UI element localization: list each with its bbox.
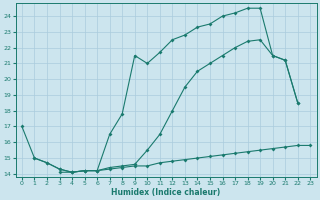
X-axis label: Humidex (Indice chaleur): Humidex (Indice chaleur) xyxy=(111,188,221,197)
